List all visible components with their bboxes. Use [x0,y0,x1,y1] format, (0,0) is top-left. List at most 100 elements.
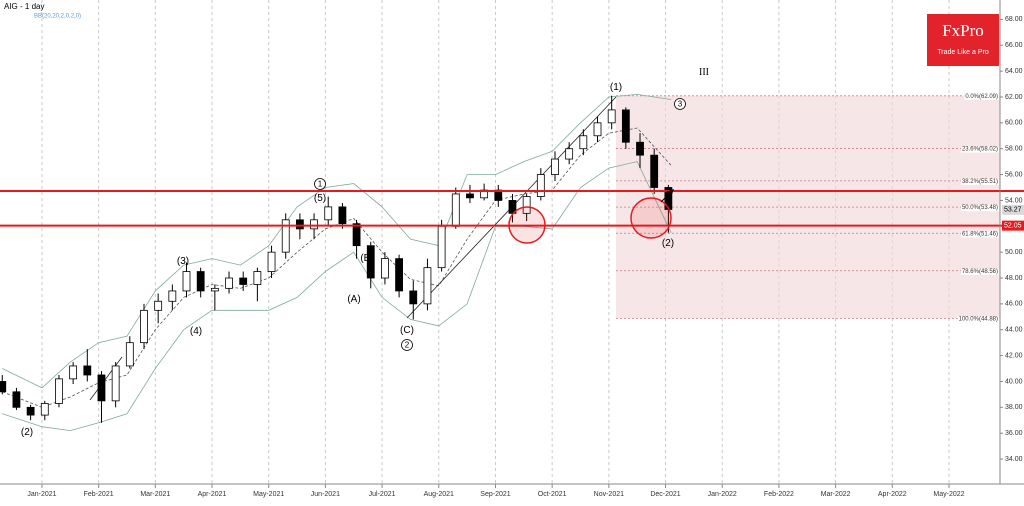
x-tick-label: Feb-2021 [84,491,114,498]
x-tick-label: Mar-2022 [821,491,851,498]
x-tick-label: May-2022 [933,491,964,498]
level-tag-label: 52.05 [1004,222,1022,229]
candle-body [536,174,545,197]
main-layer: 0.0%(62.09) 23.6%(58.02) 38.2%(55.51) 50.0%… [0,67,1024,438]
x-tick-label: May-2021 [253,491,284,498]
fib-label-bg [960,268,999,275]
fib-label: 50.0%(53.48) [962,205,998,211]
candle-body [281,219,290,253]
candle-body [565,148,574,160]
wave-label: 2 [405,341,410,350]
candle-body [409,290,418,305]
wave-label: (2) [21,427,33,438]
y-tick-label: 44.00 [1005,327,1023,334]
candle-body [551,158,559,175]
fib-label: 23.6%(58.02) [962,147,998,153]
last-price-tag [1002,204,1024,215]
band-upper [2,93,672,389]
x-tick-label: Apr-2022 [878,491,907,498]
fib-label-bg [960,146,999,153]
candle-body [125,342,134,367]
y-tick-label: 58.00 [1005,146,1023,153]
y-tick-label: 34.00 [1005,456,1023,463]
fib-label: 38.2%(55.51) [962,179,998,185]
candle-body [338,206,347,225]
wave-label: 1 [318,180,323,189]
candle-body [423,267,432,305]
candle-body [55,378,63,404]
candle-body [111,365,120,402]
candle-body [466,193,474,199]
logo-name: FxPro [942,21,984,40]
candle-body [239,277,248,285]
candle-body [154,300,163,311]
fib-label: 61.8%(51.46) [962,231,998,237]
fib-label-bg [960,231,999,238]
fib-label: 78.6%(48.56) [962,269,998,275]
wave-label: (5) [314,193,326,204]
candle-body [40,403,49,416]
y-tick-label: 64.00 [1005,68,1023,75]
candle-body [636,141,644,156]
wave-label: (3) [177,256,189,267]
candle-body [324,206,333,221]
candle-body [97,374,106,402]
candle-body [253,271,262,285]
wave-label: (B) [360,253,373,264]
y-tick-label: 68.00 [1005,16,1023,23]
wave-circle [674,98,686,110]
y-tick-label: 42.00 [1005,352,1023,359]
wave-label: III [699,67,709,78]
x-tick-label: Sep-2021 [480,491,510,498]
candle-body [395,258,403,292]
x-tick-label: Nov-2021 [594,491,624,498]
wave-label: (2) [662,238,674,249]
fib-label-bg [957,316,999,323]
y-tick-label: 46.00 [1005,301,1023,308]
candle-body [352,223,361,247]
x-tick-label: Mar-2021 [140,491,170,498]
highlight-circle [508,206,546,244]
x-tick-label: Jul-2021 [369,491,396,498]
candle-body [522,196,531,214]
brand-logo: FxPro Trade Like a Pro [927,14,999,66]
fib-label: 100.0%(44.88) [959,316,998,322]
y-tick-label: 36.00 [1005,430,1023,437]
y-tick-label: 60.00 [1005,120,1023,127]
candle-body [83,365,92,376]
candle-body [225,277,233,289]
x-tick-label: Jan-2022 [708,491,737,498]
candle-body [621,109,630,143]
chart-title: AIG - 1 day [4,2,44,11]
wave-label: (A) [347,294,360,305]
candle-body [381,258,389,279]
band-lower [2,161,672,432]
wave-label: 3 [678,100,683,109]
y-tick-label: 66.00 [1005,42,1023,49]
y-tick-label: 56.00 [1005,171,1023,178]
x-tick-label: Feb-2022 [764,491,794,498]
trend-line [89,356,123,401]
candle-body [12,391,21,408]
candle-body [210,287,219,292]
candle-body [310,219,318,230]
x-tick-label: Jan-2021 [27,491,56,498]
fib-label-bg [960,205,999,212]
candle-body [451,193,460,227]
indicator-label: BB(20,20,2,0,2,0) [34,14,81,20]
y-tick-label: 48.00 [1005,275,1023,282]
y-tick-label: 62.00 [1005,94,1023,101]
x-tick-label: Jun-2021 [311,491,340,498]
candle-body [607,109,616,124]
candle-body [168,290,177,302]
y-tick-label: 50.00 [1005,249,1023,256]
candle-body [0,381,7,393]
candle-body [267,251,276,272]
wave-label: (C) [400,325,414,336]
back-layer [2,0,1000,488]
candle-body [437,225,446,269]
arrow-head [666,189,674,197]
wave-label: (4) [190,326,202,337]
candle-body [26,406,35,416]
